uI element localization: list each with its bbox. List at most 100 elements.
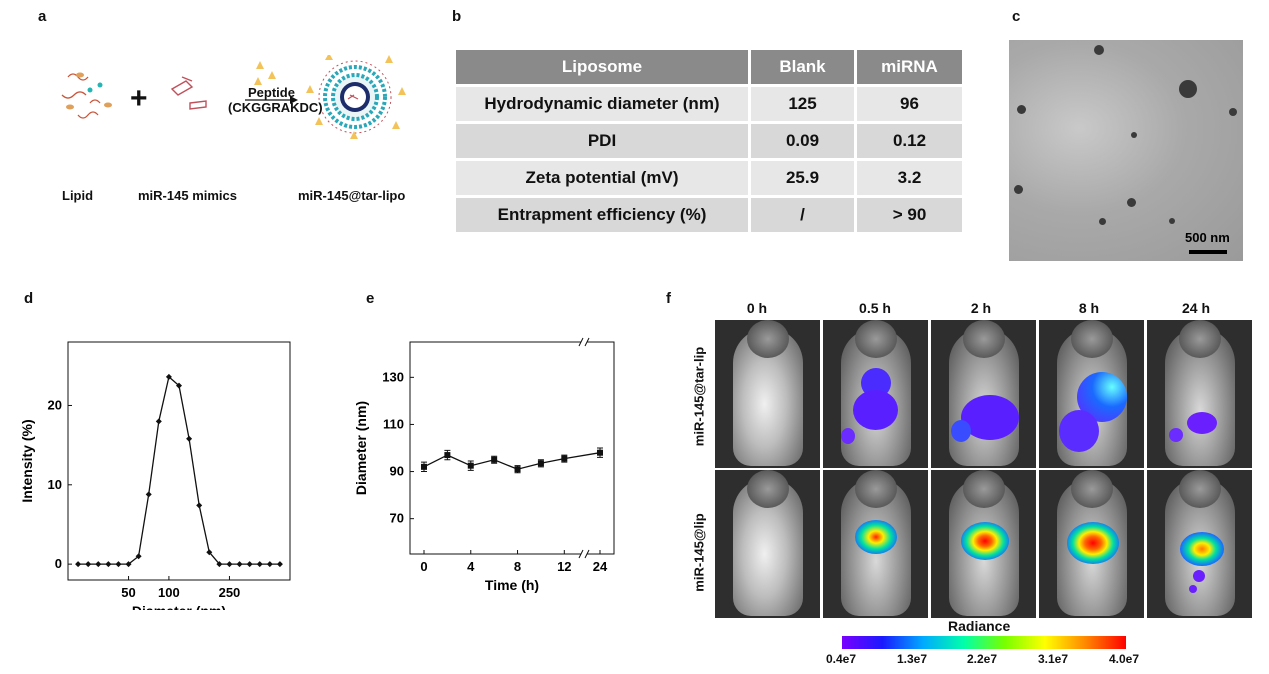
table-cell: PDI: [456, 124, 751, 158]
time-label: 0 h: [737, 300, 777, 316]
mouse-image-tar-0h: [715, 320, 820, 468]
y-tick-label: 110: [383, 416, 404, 431]
time-label: 2 h: [961, 300, 1001, 316]
panel-letter-c: c: [1012, 8, 1020, 25]
liposome-illustration: [306, 55, 406, 139]
table-row: Zeta potential (mV) 25.9 3.2: [456, 161, 962, 195]
x-tick-label: 4: [467, 559, 475, 574]
table-cell: > 90: [857, 198, 962, 232]
x-tick-label: 250: [219, 585, 241, 600]
plot-frame: [410, 342, 614, 554]
mouse-image-tar-8h: [1039, 320, 1144, 468]
data-point: [247, 561, 253, 567]
table-cell: 96: [857, 87, 962, 121]
colorbar-tick: 1.3e7: [897, 652, 927, 666]
data-point: [267, 561, 273, 567]
plot-frame: [68, 342, 290, 580]
x-axis-label: Time (h): [485, 577, 539, 593]
mouse-image-lip-24h: [1147, 470, 1252, 618]
row-label-lip: miR-145@lip: [692, 498, 707, 608]
time-label: 0.5 h: [845, 300, 905, 316]
colorbar-tick: 0.4e7: [826, 652, 856, 666]
mouse-image-tar-2h: [931, 320, 1036, 468]
label-lipid: Lipid: [62, 188, 93, 203]
table-cell: 0.12: [857, 124, 962, 158]
table-header: Blank: [751, 50, 857, 84]
mouse-image-lip-0h: [715, 470, 820, 618]
x-tick-label: 100: [158, 585, 180, 600]
data-point: [156, 418, 162, 424]
time-label: 24 h: [1171, 300, 1221, 316]
table-row: Hydrodynamic diameter (nm) 125 96: [456, 87, 962, 121]
data-point: [186, 436, 192, 442]
peptide-illustration: [254, 61, 276, 85]
data-point: [277, 561, 283, 567]
liposome-properties-table: Liposome Blank miRNA Hydrodynamic diamet…: [456, 47, 962, 235]
scale-bar: [1189, 250, 1227, 254]
radiance-colorbar: [842, 636, 1126, 649]
data-point: [257, 561, 263, 567]
panel-letter-f: f: [666, 290, 671, 307]
table-header: Liposome: [456, 50, 751, 84]
time-label: 8 h: [1069, 300, 1109, 316]
data-point: [146, 491, 152, 497]
colorbar-tick: 3.1e7: [1038, 652, 1068, 666]
x-tick-label: 24: [593, 559, 608, 574]
data-point: [468, 463, 474, 469]
y-tick-label: 90: [390, 464, 404, 479]
table-cell: 25.9: [751, 161, 857, 195]
mouse-image-lip-0.5h: [823, 470, 928, 618]
table-header: miRNA: [857, 50, 962, 84]
panel-a-schematic: [50, 55, 440, 185]
data-point: [538, 460, 544, 466]
colorbar-tick: 2.2e7: [967, 652, 997, 666]
data-point: [95, 561, 101, 567]
y-axis-label: Diameter (nm): [353, 401, 369, 495]
table-header-row: Liposome Blank miRNA: [456, 50, 962, 84]
peptide-label: Peptide: [248, 85, 295, 100]
data-point: [421, 464, 427, 470]
table-cell: /: [751, 198, 857, 232]
mouse-image-lip-8h: [1039, 470, 1144, 618]
table-cell: Hydrodynamic diameter (nm): [456, 87, 751, 121]
tem-micrograph: 500 nm: [1009, 40, 1243, 261]
colorbar-title: Radiance: [948, 618, 1010, 634]
data-point: [85, 561, 91, 567]
data-point: [75, 561, 81, 567]
colorbar-tick: 4.0e7: [1109, 652, 1139, 666]
x-axis-label: Diameter (nm): [132, 603, 226, 610]
x-tick-label: 0: [420, 559, 427, 574]
table-row: PDI 0.09 0.12: [456, 124, 962, 158]
data-point: [444, 452, 450, 458]
x-tick-label: 8: [514, 559, 521, 574]
y-tick-label: 20: [48, 397, 62, 412]
data-point: [491, 457, 497, 463]
x-tick-label: 50: [121, 585, 135, 600]
data-point: [561, 456, 567, 462]
y-tick-label: 70: [390, 511, 404, 526]
panel-letter-e: e: [366, 290, 374, 307]
x-tick-label: 12: [557, 559, 571, 574]
y-tick-label: 10: [48, 477, 62, 492]
data-point: [226, 561, 232, 567]
data-point: [115, 561, 121, 567]
chart-d-size-distribution: 50 100 250 0 10 20 Diameter (nm) Intensity (%): [0, 330, 320, 610]
chart-e-stability: 0 4 8 12 24 70 90 110 130 Time (h) Diameter (nm): [340, 330, 640, 610]
data-point: [105, 561, 111, 567]
series-line: [78, 377, 280, 564]
panel-letter-d: d: [24, 290, 33, 307]
table-cell: Zeta potential (mV): [456, 161, 751, 195]
panel-letter-a: a: [38, 8, 46, 25]
table-cell: 125: [751, 87, 857, 121]
mouse-image-tar-0.5h: [823, 320, 928, 468]
data-point: [515, 466, 521, 472]
table-row: Entrapment efficiency (%) / > 90: [456, 198, 962, 232]
scale-bar-label: 500 nm: [1185, 230, 1230, 245]
mirna-illustration: [172, 77, 206, 109]
table-cell: 0.09: [751, 124, 857, 158]
mouse-image-tar-24h: [1147, 320, 1252, 468]
y-tick-label: 130: [382, 369, 404, 384]
panel-letter-b: b: [452, 8, 461, 25]
y-axis-label: Intensity (%): [19, 419, 35, 502]
data-point: [237, 561, 243, 567]
